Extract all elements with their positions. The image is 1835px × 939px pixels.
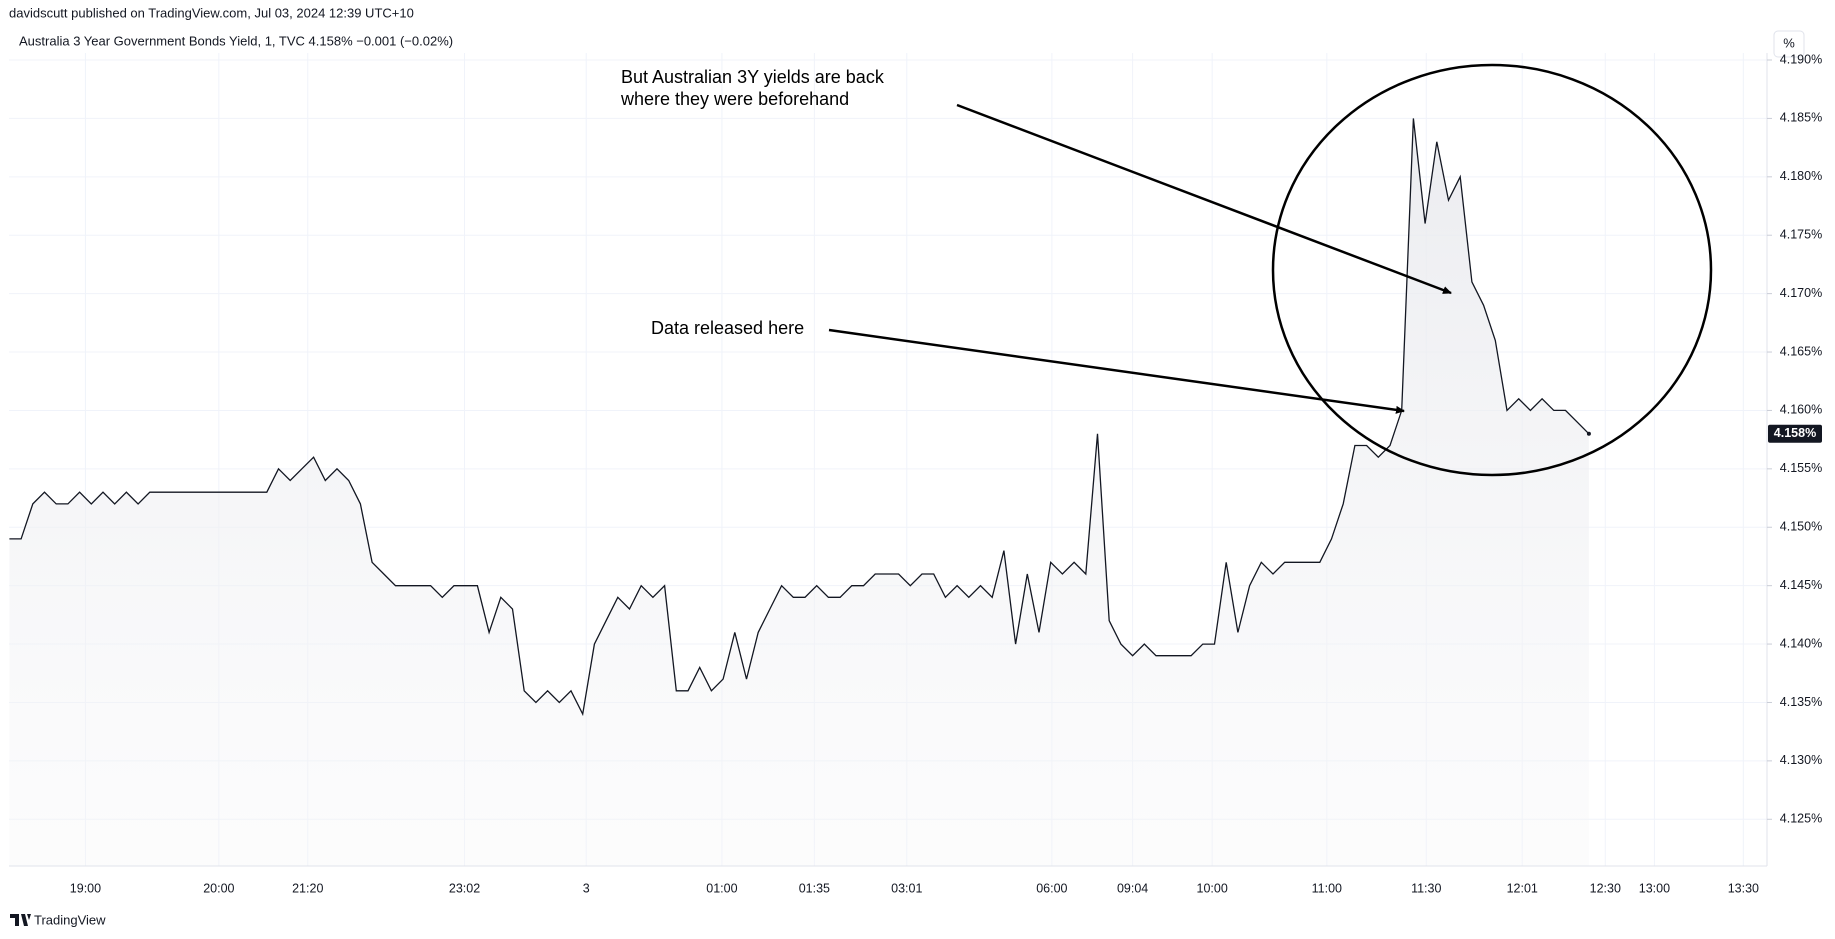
y-tick-label: 4.180% xyxy=(1780,169,1822,183)
y-tick-label: 4.150% xyxy=(1780,520,1822,534)
y-tick-label: 4.140% xyxy=(1780,636,1822,650)
unit-box[interactable] xyxy=(1773,30,1805,58)
annotation: where they were beforehand xyxy=(620,89,849,109)
y-tick-label: 4.160% xyxy=(1780,403,1822,417)
x-tick-label: 20:00 xyxy=(203,881,234,895)
last-price-label: 4.158% xyxy=(1774,426,1816,440)
x-tick-label: 11:30 xyxy=(1411,881,1441,895)
x-tick-label: 09:04 xyxy=(1117,881,1148,895)
x-tick-label: 13:00 xyxy=(1639,881,1670,895)
unit[interactable]: % xyxy=(1783,35,1795,50)
y-tick-label: 4.190% xyxy=(1780,52,1822,66)
y-tick-label: 4.145% xyxy=(1780,578,1822,592)
last-point xyxy=(1586,431,1591,436)
chart-title: Australia 3 Year Government Bonds Yield,… xyxy=(19,33,453,48)
area xyxy=(9,118,1589,866)
x-tick-label: 03:01 xyxy=(891,881,922,895)
y-tick-label: 4.130% xyxy=(1780,753,1822,767)
x-tick-label: 01:35 xyxy=(799,881,830,895)
x-tick-label: 21:20 xyxy=(292,881,323,895)
x-tick-label: 19:00 xyxy=(70,881,101,895)
x-tick-label: 11:00 xyxy=(1312,881,1342,895)
arrow xyxy=(828,328,1405,414)
x-tick-label: 23:02 xyxy=(449,881,480,895)
brand-logo xyxy=(10,914,31,926)
y-tick-label: 4.165% xyxy=(1780,344,1822,358)
x-tick-label: 3 xyxy=(583,881,590,895)
price-line xyxy=(9,118,1590,717)
last-price-box xyxy=(1768,424,1822,443)
y-tick-label: 4.125% xyxy=(1780,812,1822,826)
arrow xyxy=(956,103,1452,295)
brand: TradingView xyxy=(34,912,106,927)
plot xyxy=(9,118,1591,866)
y-tick-label: 4.155% xyxy=(1780,461,1822,475)
annotation: But Australian 3Y yields are back xyxy=(621,67,885,87)
x-tick-label: 01:00 xyxy=(706,881,737,895)
y-tick-label: 4.170% xyxy=(1780,286,1822,300)
x-tick-label: 12:30 xyxy=(1590,881,1621,895)
x-tick-label: 10:00 xyxy=(1197,881,1228,895)
publisher: davidscutt published on TradingView.com,… xyxy=(9,5,414,20)
annotation: Data released here xyxy=(651,318,804,338)
x-tick-label: 06:00 xyxy=(1036,881,1067,895)
y-tick-label: 4.135% xyxy=(1780,695,1822,709)
x-tick-label: 13:30 xyxy=(1728,881,1759,895)
highlight-circle xyxy=(1271,63,1713,477)
y-tick-label: 4.185% xyxy=(1780,111,1822,125)
y-tick-label: 4.175% xyxy=(1780,228,1822,242)
x-tick-label: 12:01 xyxy=(1507,881,1538,895)
